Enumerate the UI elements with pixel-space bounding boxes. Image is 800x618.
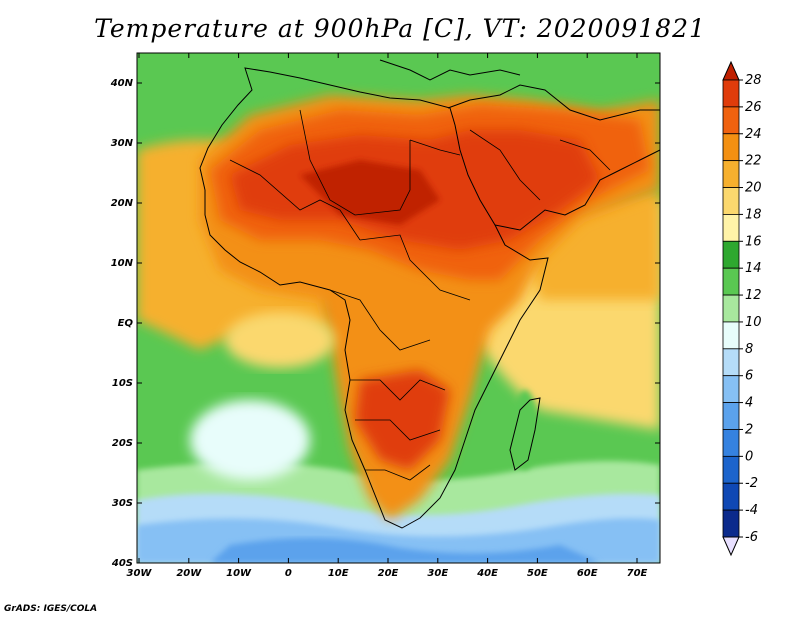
colorbar-label: -6 (745, 530, 758, 545)
colorbar-label: 28 (745, 73, 762, 88)
colorbar-segment (722, 267, 740, 296)
colorbar-label: 0 (745, 449, 753, 464)
colorbar-segment (722, 455, 740, 484)
y-tick-label: 10N (111, 258, 134, 269)
y-tick-label: 40N (110, 78, 134, 89)
x-tick-label: 60E (577, 568, 598, 579)
colorbar-label: 8 (745, 342, 753, 357)
colorbar-label: 26 (745, 100, 762, 115)
x-tick-label: 40E (476, 568, 498, 579)
colorbar-segment (722, 429, 740, 457)
colorbar-segment (722, 133, 740, 162)
plot-frame (136, 52, 661, 564)
guinea-cool (225, 312, 335, 368)
colorbar-label: 4 (745, 396, 753, 411)
colorbar-segment (722, 160, 740, 188)
cold-pool (190, 400, 310, 480)
colorbar-label: 22 (745, 154, 762, 169)
x-axis-ticks (138, 53, 638, 563)
colorbar-label: -4 (745, 503, 758, 518)
y-tick-label: 40S (111, 558, 133, 569)
temperature-field (137, 53, 660, 563)
x-tick-label: 10E (328, 568, 349, 579)
x-tick-label: 20E (378, 568, 399, 579)
colorbar-segment (722, 321, 740, 350)
country-borders (229, 109, 611, 481)
colorbar-segment (722, 79, 740, 108)
y-tick-label: 30N (111, 138, 134, 149)
colorbar-segment (722, 240, 740, 269)
colorbar-segment (722, 106, 740, 135)
colorbar-label: 6 (745, 369, 753, 384)
x-tick-label: 20W (176, 568, 202, 579)
colorbar-segment (722, 294, 740, 323)
colorbar-label: -2 (745, 476, 758, 491)
y-tick-label: 30S (112, 498, 133, 509)
colorbar-segment (722, 509, 740, 538)
colorbar-top-arrow (722, 60, 740, 81)
colorbar-segment (722, 187, 740, 215)
y-tick-label: 10S (112, 378, 133, 389)
sahara-peak (300, 160, 440, 225)
x-tick-label: 70E (627, 568, 648, 579)
colorbar-segment (722, 348, 740, 377)
x-tick-label: 50E (527, 568, 548, 579)
colorbar-label: 20 (745, 181, 762, 196)
y-axis-ticks (137, 82, 660, 564)
grads-credit: GrADS: IGES/COLA (4, 604, 98, 614)
y-tick-label: 20S (112, 438, 133, 449)
y-tick-label: 20N (111, 198, 134, 209)
madagascar-cool (513, 390, 537, 470)
x-tick-label: 30E (427, 568, 448, 579)
colorbar-segment (722, 214, 740, 242)
colorbar-label: 12 (745, 288, 762, 303)
x-tick-label: 10W (226, 568, 252, 579)
y-tick-label: EQ (118, 318, 134, 329)
x-tick-label: 0 (285, 568, 292, 579)
colorbar-label: 16 (745, 234, 762, 249)
colorbar-label: 18 (745, 207, 762, 222)
arabian-sea-warm (520, 190, 660, 300)
colorbar-segment (722, 375, 740, 403)
y-axis-labels: 40N 30N 20N 10N EQ 10S 20S 30S 40S (110, 78, 134, 569)
colorbar-segment (722, 402, 740, 430)
coastlines (199, 59, 661, 529)
colorbar-label: 10 (745, 315, 762, 330)
colorbar-label: 24 (745, 127, 762, 142)
colorbar-label: 2 (745, 422, 753, 437)
map-title: Temperature at 900hPa [C], VT: 202009182… (94, 14, 706, 43)
colorbar-label: 14 (745, 261, 762, 276)
coldest-band (210, 538, 600, 563)
colorbar-segment (722, 482, 740, 511)
x-axis-labels: 30W 20W 10W 0 10E 20E 30E 40E 50E 60E 70E (127, 568, 648, 579)
x-tick-label: 30W (127, 568, 153, 579)
colorbar-bottom-arrow (722, 536, 740, 557)
southern-africa-hot (355, 370, 450, 470)
